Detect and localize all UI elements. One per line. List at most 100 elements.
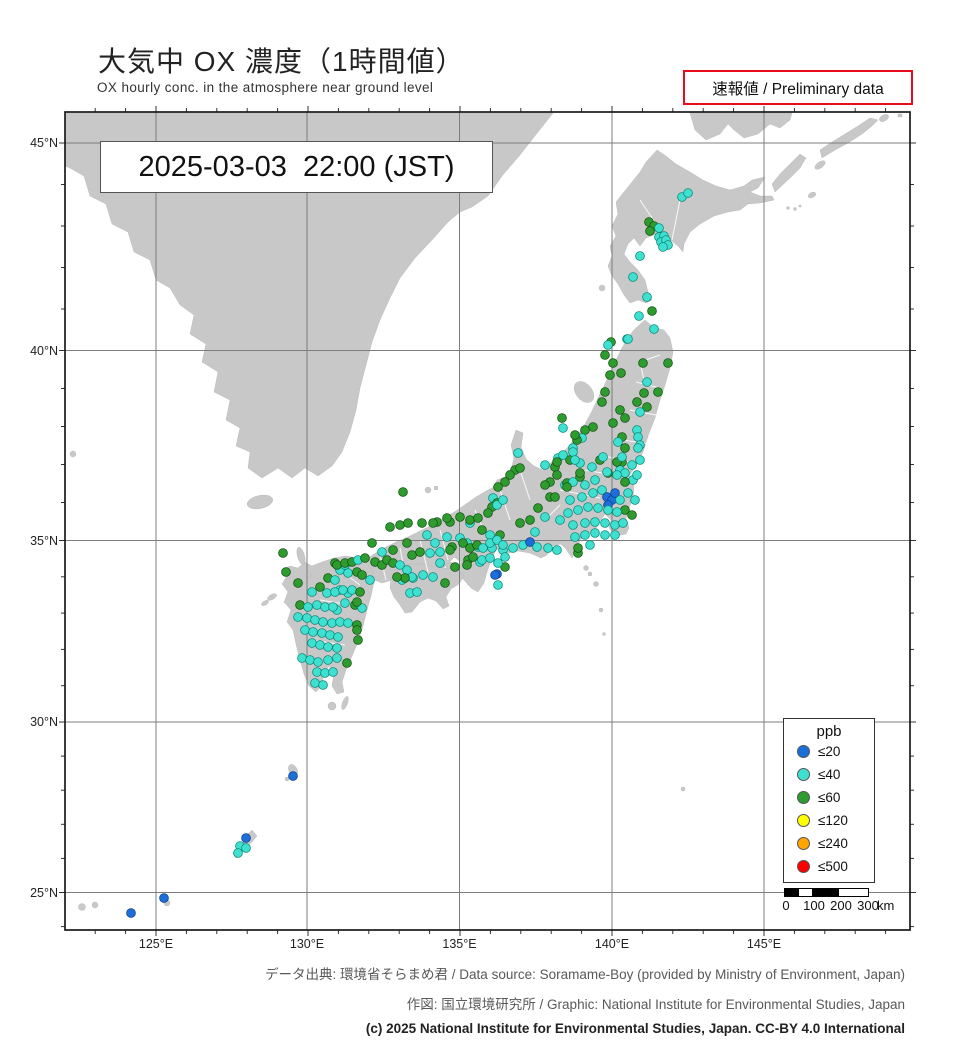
station-dot (533, 503, 543, 513)
station-dot (568, 520, 578, 530)
station-dot (634, 311, 644, 321)
hokkaido (607, 149, 775, 304)
station-dot (620, 443, 630, 453)
station-dot (610, 488, 620, 498)
station-dot (603, 505, 613, 515)
station-dot (642, 292, 652, 302)
station-dot (642, 377, 652, 387)
station-dot (440, 578, 450, 588)
legend-title: ppb (816, 723, 842, 740)
station-dot (322, 588, 332, 598)
station-dot (458, 538, 468, 548)
station-dot (562, 482, 572, 492)
station-dot (642, 402, 652, 412)
station-dot (323, 642, 333, 652)
station-dot (532, 542, 542, 552)
map-frame (64, 111, 911, 931)
station-dot (295, 600, 305, 610)
station-dot (293, 578, 303, 588)
legend-label: ≤20 (818, 744, 841, 759)
scale-bar-segments (784, 888, 869, 897)
station-dot (395, 520, 405, 530)
station-dot (478, 543, 488, 553)
station-dot (445, 545, 455, 555)
station-dot (525, 537, 535, 547)
station-dot (312, 600, 322, 610)
station-dot (442, 532, 452, 542)
station-dot (303, 602, 313, 612)
legend-label: ≤60 (818, 790, 841, 805)
continent-korea (65, 112, 554, 479)
station-dot (305, 655, 315, 665)
station-dot (425, 548, 435, 558)
station-dot (493, 558, 503, 568)
station-dot (632, 470, 642, 480)
station-dot (639, 388, 649, 398)
station-dot (600, 387, 610, 397)
station-dot (498, 495, 508, 505)
preliminary-data-badge: 速報値 / Preliminary data (683, 70, 913, 105)
station-dot (462, 560, 472, 570)
station-dot (543, 543, 553, 553)
scale-bar: 0 100 200 300 km (782, 888, 914, 918)
station-dot (355, 587, 365, 597)
station-dot (435, 547, 445, 557)
tsushima-island (296, 547, 306, 565)
station-dot (570, 532, 580, 542)
station-dot (573, 543, 583, 553)
station-dot (612, 507, 622, 517)
footer-graphic-credit: 作図: 国立環境研究所 / Graphic: National Institut… (406, 997, 905, 1012)
station-dot (313, 657, 323, 667)
legend-label: ≤40 (818, 767, 841, 782)
station-dot (558, 423, 568, 433)
station-dot (365, 575, 375, 585)
scale-tick-200: 200 (830, 898, 852, 913)
station-dot (617, 452, 627, 462)
station-dot (608, 418, 618, 428)
station-dot (320, 602, 330, 612)
station-dot (597, 485, 607, 495)
station-dot (323, 655, 333, 665)
station-dot (483, 508, 493, 518)
station-dot (623, 334, 633, 344)
station-dot (455, 512, 465, 522)
station-dot (525, 515, 535, 525)
legend: ppb ≤20 ≤40 ≤60 ≤120 ≤240 ≤500 (783, 718, 875, 883)
station-dot (418, 570, 428, 580)
station-dot (628, 272, 638, 282)
lon-label-145°E: 145°E (746, 937, 782, 951)
legend-item-≤60: ≤60 (784, 786, 874, 809)
station-dot (500, 477, 510, 487)
station-dot (638, 358, 648, 368)
station-dot (583, 502, 593, 512)
scale-tick-0: 0 (782, 898, 790, 913)
station-dot (555, 515, 565, 525)
station-dot (620, 477, 630, 487)
station-dot (654, 223, 664, 233)
station-dot (557, 413, 567, 423)
station-dot (552, 457, 562, 467)
station-dot (353, 635, 363, 645)
station-dot (485, 553, 495, 563)
station-dot (513, 448, 523, 458)
station-dot (347, 585, 357, 595)
station-dot (333, 632, 343, 642)
timestamp-box: 2025-03-03 22:00 (JST) (100, 141, 493, 193)
station-dot (315, 640, 325, 650)
jeju-island (247, 494, 273, 510)
station-dot (570, 430, 580, 440)
station-dot (597, 397, 607, 407)
station-dot (620, 468, 630, 478)
station-dot (623, 488, 633, 498)
station-dot (550, 492, 560, 502)
station-dot (330, 587, 340, 597)
station-dot (352, 625, 362, 635)
station-dot (658, 242, 668, 252)
station-dot (683, 188, 693, 198)
legend-label: ≤120 (818, 813, 848, 828)
station-dot (325, 630, 335, 640)
legend-item-≤240: ≤240 (784, 832, 874, 855)
station-dot (308, 627, 318, 637)
station-dots (126, 188, 693, 918)
